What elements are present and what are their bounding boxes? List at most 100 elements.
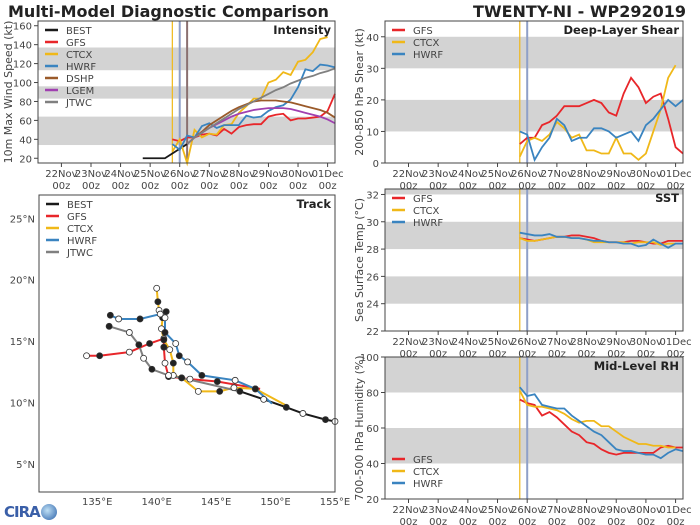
y-tick-label: 20 xyxy=(19,154,32,165)
track-point-gfs xyxy=(213,378,221,385)
x-tick-date: 28Nov xyxy=(570,337,602,348)
track-point-gfs xyxy=(160,343,168,351)
track-point-ctcx xyxy=(166,346,174,354)
x-tick-hour: 00z xyxy=(429,517,447,525)
track-point-hwrf xyxy=(115,315,123,323)
x-tick-label: 27Nov 00z xyxy=(541,337,573,360)
x-tick-date: 29Nov xyxy=(600,169,632,180)
track-point-hwrf xyxy=(106,311,114,319)
y-tick-label: 26 xyxy=(366,272,379,283)
x-tick-hour: 00z xyxy=(200,181,218,192)
x-tick-label: 27Nov 00z xyxy=(541,505,573,525)
track-point-best xyxy=(260,395,268,403)
series-line-ctcx xyxy=(518,64,677,162)
x-tick-label: 26Nov 00z xyxy=(164,169,196,192)
x-tick-label: 23Nov 00z xyxy=(422,169,454,192)
track-line-hwrf xyxy=(109,309,273,405)
x-tick-hour: 00z xyxy=(548,517,566,525)
y-tick-label: 5°N xyxy=(16,460,35,471)
x-tick-label: 28Nov 00z xyxy=(570,169,602,192)
y-tick-label: 28 xyxy=(366,245,379,256)
x-tick-hour: 00z xyxy=(112,181,130,192)
legend-label-ctcx: CTCX xyxy=(66,50,92,61)
x-tick-label: 135°E xyxy=(82,497,112,508)
x-tick-hour: 00z xyxy=(607,349,625,360)
x-tick-date: 30Nov xyxy=(630,169,662,180)
series-line-dshp xyxy=(186,99,336,145)
x-tick-hour: 00z xyxy=(607,181,625,192)
series-line-hwrf xyxy=(519,231,683,249)
x-tick-label: 28Nov 00z xyxy=(223,169,255,192)
x-tick-label: 145°E xyxy=(201,497,231,508)
x-tick-date: 01Dec xyxy=(660,505,692,516)
y-tick-label: 10 xyxy=(366,127,379,138)
x-tick-hour: 00z xyxy=(489,349,507,360)
x-tick-label: 29Nov 00z xyxy=(252,169,284,192)
track-point-hwrf xyxy=(175,352,183,360)
y-tick-label: 40 xyxy=(366,460,379,471)
x-tick-label: 01Dec 00z xyxy=(660,169,692,192)
legend-label-jtwc: JTWC xyxy=(66,248,93,259)
track-point-hwrf xyxy=(162,308,170,315)
x-tick-date: 26Nov xyxy=(164,169,196,180)
y-tick-label: 32 xyxy=(366,190,379,201)
y-tick-label: 10°N xyxy=(10,398,35,409)
x-tick-label: 23Nov 00z xyxy=(75,169,107,192)
y-tick-label: 20 xyxy=(366,96,379,107)
x-tick-hour: 00z xyxy=(459,181,477,192)
track-point-ctcx xyxy=(154,298,162,306)
track-point-best xyxy=(236,387,244,395)
x-tick-label: 29Nov 00z xyxy=(600,169,632,192)
x-tick-date: 25Nov xyxy=(481,505,513,516)
x-tick-date: 01Dec xyxy=(312,169,344,180)
x-tick-hour: 00z xyxy=(578,181,596,192)
track-point-gfs xyxy=(146,340,153,347)
x-tick-hour: 00z xyxy=(578,349,596,360)
plot-frame xyxy=(384,188,684,332)
plot-frame xyxy=(384,20,684,164)
y-tick-label: 0 xyxy=(373,159,379,170)
y-tick-label: 25°N xyxy=(10,214,35,225)
y-tick-label: 80 xyxy=(366,389,379,400)
track-point-best xyxy=(322,416,329,423)
x-tick-label: 30Nov 00z xyxy=(630,337,662,360)
x-tick-date: 27Nov xyxy=(541,169,573,180)
track-point-jtwc xyxy=(105,322,113,330)
shaded-band xyxy=(385,428,683,464)
x-tick-hour: 00z xyxy=(637,349,655,360)
x-tick-hour: 00z xyxy=(578,517,596,525)
y-tick-label: 40 xyxy=(19,135,32,146)
x-tick-hour: 00z xyxy=(171,181,189,192)
x-tick-date: 23Nov xyxy=(75,169,107,180)
x-tick-hour: 00z xyxy=(429,181,447,192)
y-tick-label: 100 xyxy=(360,353,379,364)
plot-frame xyxy=(38,194,336,493)
series-line-hwrf xyxy=(171,63,336,152)
x-tick-label: 22Nov 00z xyxy=(45,169,77,192)
x-tick-hour: 00z xyxy=(667,517,685,525)
page-title: Multi-Model Diagnostic Comparison xyxy=(8,2,329,21)
x-tick-date: 30Nov xyxy=(630,337,662,348)
panel-title: Track xyxy=(297,197,332,211)
track-point-hwrf xyxy=(251,385,259,393)
x-tick-hour: 00z xyxy=(82,181,100,192)
x-tick-label: 25Nov 00z xyxy=(134,169,166,192)
x-tick-date: 25Nov xyxy=(481,169,513,180)
y-axis-label: 200-850 hPa Shear (kt) xyxy=(353,28,366,156)
logo-text: CIRA xyxy=(4,503,41,521)
track-point-jtwc xyxy=(148,365,156,373)
track-point-jtwc xyxy=(140,354,148,362)
x-tick-date: 25Nov xyxy=(134,169,166,180)
y-axis-label: 10m Max Wind Speed (kt) xyxy=(2,21,15,164)
y-tick-label: 60 xyxy=(19,116,32,127)
x-tick-date: 29Nov xyxy=(600,505,632,516)
x-tick-hour: 00z xyxy=(141,181,159,192)
y-tick-label: 60 xyxy=(366,424,379,435)
x-tick-hour: 00z xyxy=(459,349,477,360)
x-tick-label: 28Nov 00z xyxy=(570,505,602,525)
y-tick-label: 30 xyxy=(366,64,379,75)
x-tick-label: 29Nov 00z xyxy=(600,337,632,360)
track-point-ctcx xyxy=(160,336,168,344)
track-point-hwrf xyxy=(156,310,164,318)
